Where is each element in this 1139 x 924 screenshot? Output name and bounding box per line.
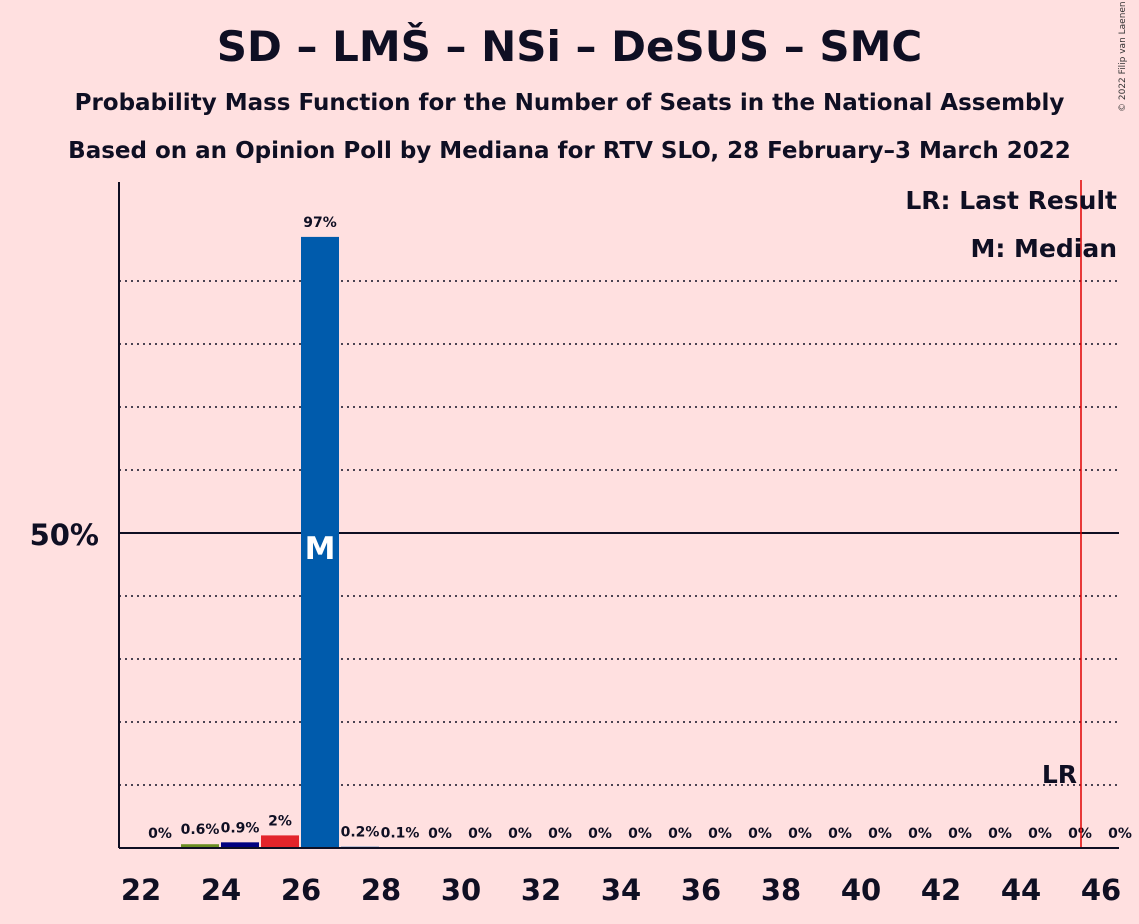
bar-label-seat-36: 0% bbox=[708, 826, 732, 842]
bars bbox=[181, 236, 419, 848]
bar-seat-23 bbox=[181, 844, 219, 848]
chart-subtitle-2: Based on an Opinion Poll by Mediana for … bbox=[68, 138, 1071, 164]
bar-label-seat-43: 0% bbox=[988, 826, 1012, 842]
x-tick-label-38: 38 bbox=[761, 873, 801, 907]
bar-label-seat-22: 0% bbox=[148, 826, 172, 842]
bar-labels: 0% 0.6% 0.9% 2% 97% 0.2% 0.1% 0% 0% 0% 0% 0% 0% 0% 0% 0… bbox=[148, 215, 1132, 842]
bar-label-seat-40: 0% bbox=[868, 826, 892, 842]
chart-title: SD – LMŠ – NSi – DeSUS – SMC bbox=[216, 22, 923, 71]
bar-label-seat-33: 0% bbox=[588, 826, 612, 842]
axes: 50% 22 24 26 28 30 32 34 36 38 40 42 44 46 bbox=[30, 180, 1121, 907]
bar-label-seat-29: 0% bbox=[428, 826, 452, 842]
bar-label-seat-38: 0% bbox=[788, 826, 812, 842]
bar-label-seat-44: 0% bbox=[1028, 826, 1052, 842]
x-tick-label-26: 26 bbox=[281, 873, 321, 907]
bar-label-seat-46: 0% bbox=[1108, 826, 1132, 842]
x-tick-label-40: 40 bbox=[841, 873, 881, 907]
x-tick-label-28: 28 bbox=[361, 873, 401, 907]
bar-label-seat-31: 0% bbox=[508, 826, 532, 842]
bar-label-seat-28: 0.1% bbox=[381, 825, 420, 841]
chart-subtitle-1: Probability Mass Function for the Number… bbox=[74, 90, 1065, 116]
bar-label-seat-34: 0% bbox=[628, 826, 652, 842]
bar-label-seat-32: 0% bbox=[548, 826, 572, 842]
bar-label-seat-42: 0% bbox=[948, 826, 972, 842]
bar-label-seat-39: 0% bbox=[828, 826, 852, 842]
x-tick-label-42: 42 bbox=[921, 873, 961, 907]
gridlines bbox=[119, 280, 1119, 786]
x-tick-label-44: 44 bbox=[1001, 873, 1041, 907]
bar-seat-26 bbox=[301, 236, 339, 848]
bar-label-seat-30: 0% bbox=[468, 826, 492, 842]
legend-entry-median: M: Median bbox=[970, 234, 1117, 263]
last-result-marker: LR bbox=[1042, 760, 1077, 789]
x-tick-label-34: 34 bbox=[601, 873, 641, 907]
legend-entry-last-result: LR: Last Result bbox=[905, 186, 1117, 215]
y-tick-label-50: 50% bbox=[30, 518, 99, 552]
bar-label-seat-25: 2% bbox=[268, 813, 292, 829]
legend: LR: Last Result M: Median bbox=[905, 186, 1117, 263]
bar-label-seat-37: 0% bbox=[748, 826, 772, 842]
x-tick-label-30: 30 bbox=[441, 873, 481, 907]
bar-label-seat-27: 0.2% bbox=[341, 825, 380, 841]
bar-label-seat-24: 0.9% bbox=[221, 820, 260, 836]
bar-seat-25 bbox=[261, 835, 299, 848]
x-tick-label-24: 24 bbox=[201, 873, 241, 907]
median-marker: M bbox=[305, 531, 336, 567]
x-tick-label-36: 36 bbox=[681, 873, 721, 907]
bar-label-seat-41: 0% bbox=[908, 826, 932, 842]
x-tick-label-32: 32 bbox=[521, 873, 561, 907]
bar-label-seat-23: 0.6% bbox=[181, 822, 220, 838]
x-tick-label-22: 22 bbox=[121, 873, 161, 907]
bar-label-seat-35: 0% bbox=[668, 826, 692, 842]
bar-seat-24 bbox=[221, 842, 259, 848]
bar-label-seat-45: 0% bbox=[1068, 826, 1092, 842]
bar-label-seat-26: 97% bbox=[303, 215, 337, 231]
x-tick-label-46: 46 bbox=[1081, 873, 1121, 907]
